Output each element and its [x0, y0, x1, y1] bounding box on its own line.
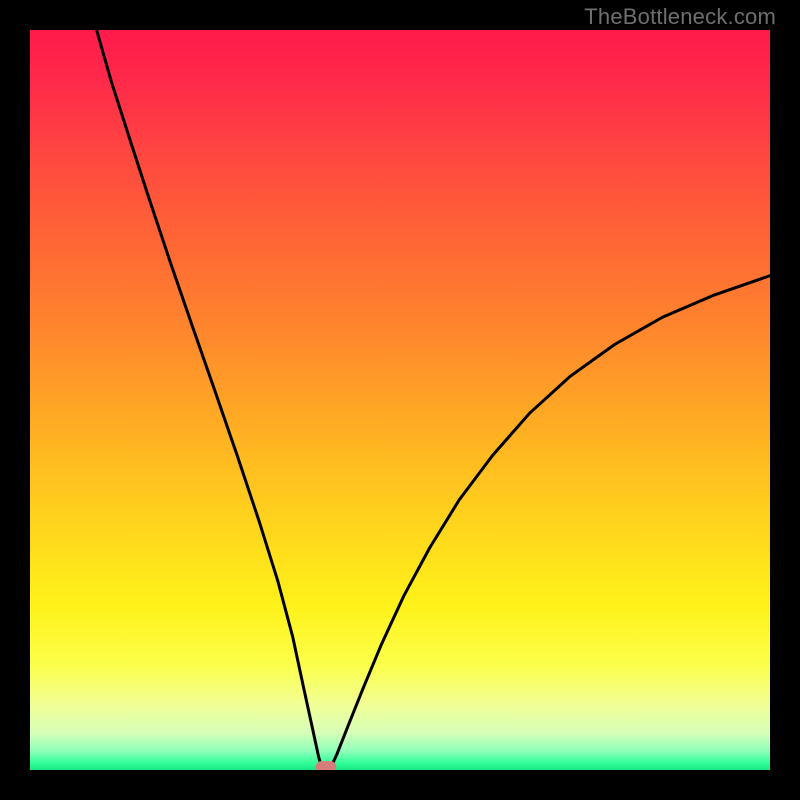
chart-frame: TheBottleneck.com — [0, 0, 800, 800]
gradient-background — [30, 30, 770, 770]
minimum-marker — [316, 761, 337, 770]
plot-area — [30, 30, 770, 770]
watermark-text: TheBottleneck.com — [584, 4, 776, 30]
chart-svg — [30, 30, 770, 770]
